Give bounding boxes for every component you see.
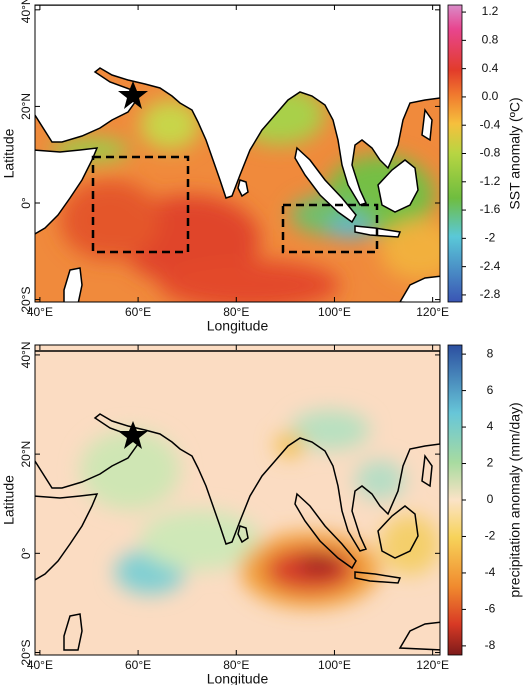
colorbar-tick-label: 1.2 <box>482 4 499 18</box>
sst-map <box>35 5 440 302</box>
x-tick-label: 40°E <box>27 305 53 319</box>
colorbar-tick-label: -0.8 <box>480 146 501 160</box>
x-tick-label: 60°E <box>125 305 151 319</box>
x-axis-label: Longitude <box>207 671 269 685</box>
y-tick-label: 0° <box>19 197 33 209</box>
colorbar-tick-label: 6 <box>487 383 494 397</box>
colorbar-tick-label: 4 <box>487 419 494 433</box>
x-tick-label: 100°E <box>318 305 351 319</box>
y-tick-label: 0° <box>19 547 33 559</box>
colorbar-tick-label: -2.4 <box>480 259 501 273</box>
colorbar-tick-label: -2 <box>485 529 496 543</box>
colorbar <box>448 5 462 302</box>
x-tick-label: 40°E <box>27 658 53 672</box>
y-axis-label: Latitude <box>1 128 17 178</box>
y-tick-label: 20°S <box>19 639 33 665</box>
colorbar-label: precipitation anomaly (mm/day) <box>507 402 523 597</box>
y-axis-label: Latitude <box>1 475 17 525</box>
colorbar-tick-label: -2 <box>485 231 496 245</box>
colorbar-tick-label: -6 <box>485 602 496 616</box>
plot-frame <box>34 4 441 303</box>
x-tick-label: 120°E <box>416 658 449 672</box>
colorbar-tick-label: -4 <box>485 565 496 579</box>
x-axis-label: Longitude <box>207 318 269 334</box>
x-tick-label: 100°E <box>318 658 351 672</box>
colorbar-tick-label: 0 <box>487 492 494 506</box>
x-tick-label: 80°E <box>223 658 249 672</box>
x-tick-label: 60°E <box>125 658 151 672</box>
colorbar-tick-label: 0.8 <box>482 33 499 47</box>
y-tick-label: 20°S <box>19 287 33 313</box>
colorbar-tick-label: -0.4 <box>480 117 501 131</box>
x-tick-label: 80°E <box>223 305 249 319</box>
plot-frame <box>34 344 441 656</box>
colorbar-tick-label: -1.6 <box>480 202 501 216</box>
colorbar-tick-label: 2 <box>487 456 494 470</box>
colorbar-tick-label: -1.2 <box>480 174 501 188</box>
colorbar-tick-label: -2.8 <box>480 287 501 301</box>
y-tick-label: 40°N <box>19 0 33 23</box>
precipitation-map <box>35 345 440 655</box>
colorbar <box>448 345 462 655</box>
colorbar-label: SST anomaly (ºC) <box>507 97 523 209</box>
y-tick-label: 20°N <box>19 93 33 120</box>
x-tick-label: 120°E <box>416 305 449 319</box>
colorbar-tick-label: 0.0 <box>482 89 499 103</box>
y-tick-label: 20°N <box>19 441 33 468</box>
y-tick-label: 40°N <box>19 342 33 369</box>
colorbar-tick-label: -8 <box>485 638 496 652</box>
colorbar-tick-label: 0.4 <box>482 61 499 75</box>
colorbar-tick-label: 8 <box>487 346 494 360</box>
